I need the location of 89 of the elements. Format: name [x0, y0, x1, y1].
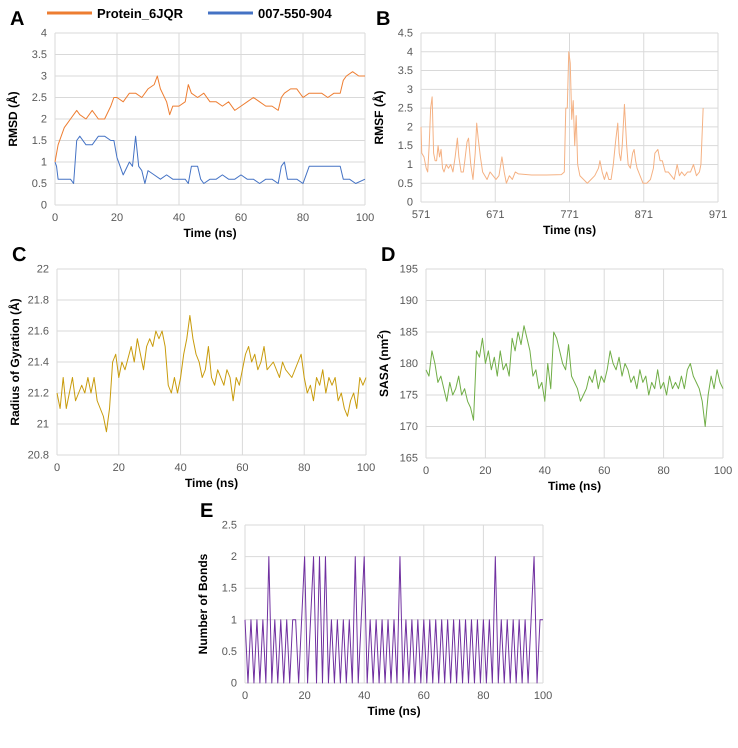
line-series: [426, 325, 724, 427]
x-axis-title: Time (ns): [542, 223, 596, 237]
x-tick-label: 100: [356, 462, 376, 474]
y-tick-label: 1: [406, 158, 413, 171]
x-tick-label: 60: [598, 464, 610, 477]
y-axis-title: RMSF (Å): [372, 90, 386, 144]
y-tick-label: 180: [400, 358, 418, 370]
x-axis-title: Time (ns): [548, 479, 602, 493]
y-tick-label: 4.5: [398, 28, 413, 40]
x-tick-label: 80: [477, 690, 490, 702]
y-tick-label: 0: [406, 196, 413, 209]
y-tick-label: 4: [406, 46, 413, 58]
x-tick-label: 0: [422, 464, 430, 477]
y-tick-label: 0: [40, 200, 47, 212]
y-tick-label: 2.5: [222, 520, 237, 532]
x-tick-label: 20: [110, 212, 124, 224]
x-tick-label: 100: [534, 690, 552, 702]
y-tick-label: 4: [40, 28, 47, 40]
y-tick-label: 185: [400, 326, 418, 339]
x-tick-label: 60: [234, 212, 248, 224]
y-tick-label: 170: [400, 421, 418, 434]
x-axis-title: Time (ns): [183, 226, 237, 240]
x-tick-label: 571: [412, 208, 430, 221]
x-tick-label: 771: [560, 208, 579, 221]
y-tick-label: 1: [230, 614, 237, 626]
y-tick-label: 190: [400, 295, 418, 308]
y-tick-label: 3.5: [398, 65, 413, 78]
y-tick-label: 195: [400, 264, 418, 276]
y-axis-title: Number of Bonds: [196, 553, 210, 654]
chart-title: E: [200, 500, 214, 522]
chart-title: C: [12, 244, 26, 266]
y-axis-title: Radius of Gyration (Å): [8, 298, 22, 426]
x-axis-title: Time (ns): [184, 476, 238, 490]
y-tick-label: 3: [406, 84, 413, 96]
x-tick-label: 60: [418, 690, 430, 702]
x-tick-label: 0: [54, 462, 60, 474]
y-tick-label: 20.8: [28, 450, 49, 462]
chart-title: B: [376, 8, 390, 30]
x-tick-label: 0: [52, 212, 58, 224]
y-tick-label: 0.5: [32, 178, 47, 190]
x-tick-label: 80: [657, 464, 670, 477]
x-tick-label: 100: [714, 464, 732, 477]
x-tick-label: 871: [634, 208, 653, 221]
y-tick-label: 21.8: [28, 294, 49, 307]
y-tick-label: 165: [400, 452, 418, 465]
line-series: [56, 315, 366, 432]
x-tick-label: 80: [298, 462, 310, 474]
y-tick-label: 2.5: [398, 102, 413, 115]
x-tick-label: 60: [236, 462, 249, 474]
x-tick-label: 0: [242, 690, 248, 702]
y-tick-label: 1.5: [398, 140, 413, 152]
y-tick-label: 21.2: [28, 388, 49, 400]
x-tick-label: 40: [358, 690, 370, 702]
y-tick-label: 1: [40, 156, 47, 169]
x-tick-label: 80: [296, 212, 310, 224]
x-tick-label: 20: [479, 464, 492, 477]
chart-title: D: [381, 244, 396, 266]
x-tick-label: 40: [538, 464, 551, 477]
line-series: [54, 136, 366, 184]
y-tick-label: 1.5: [222, 582, 237, 595]
x-tick-label: 20: [298, 690, 311, 702]
y-tick-label: 2: [406, 121, 413, 134]
x-tick-label: 100: [356, 212, 374, 224]
y-tick-label: 0.5: [222, 646, 237, 658]
y-tick-label: 3: [40, 70, 47, 83]
x-tick-label: 20: [112, 462, 125, 474]
y-tick-label: 21.4: [28, 356, 49, 369]
y-axis-title: RMSD (Å): [6, 91, 20, 147]
y-tick-label: 2.5: [32, 92, 47, 104]
y-tick-label: 21: [36, 418, 49, 431]
line-series: [420, 51, 704, 184]
y-tick-label: 2: [230, 551, 237, 564]
y-tick-label: 21.6: [28, 326, 49, 338]
x-tick-label: 40: [174, 462, 187, 474]
x-tick-label: 971: [708, 208, 728, 221]
y-tick-label: 22: [36, 264, 49, 276]
line-series: [54, 71, 366, 162]
chart-title: A: [10, 8, 24, 30]
x-tick-label: 671: [486, 208, 504, 221]
legend-label: Protein_6JQR: [97, 6, 184, 21]
legend-label: 007-550-904: [258, 6, 332, 21]
x-axis-title: Time (ns): [367, 704, 421, 718]
y-tick-label: 2: [40, 114, 47, 126]
y-tick-label: 1.5: [32, 135, 47, 148]
y-tick-label: 0.5: [398, 178, 413, 190]
y-tick-label: 3.5: [32, 49, 47, 62]
x-tick-label: 40: [172, 212, 186, 224]
y-tick-label: 0: [230, 678, 237, 690]
y-tick-label: 175: [400, 390, 418, 402]
